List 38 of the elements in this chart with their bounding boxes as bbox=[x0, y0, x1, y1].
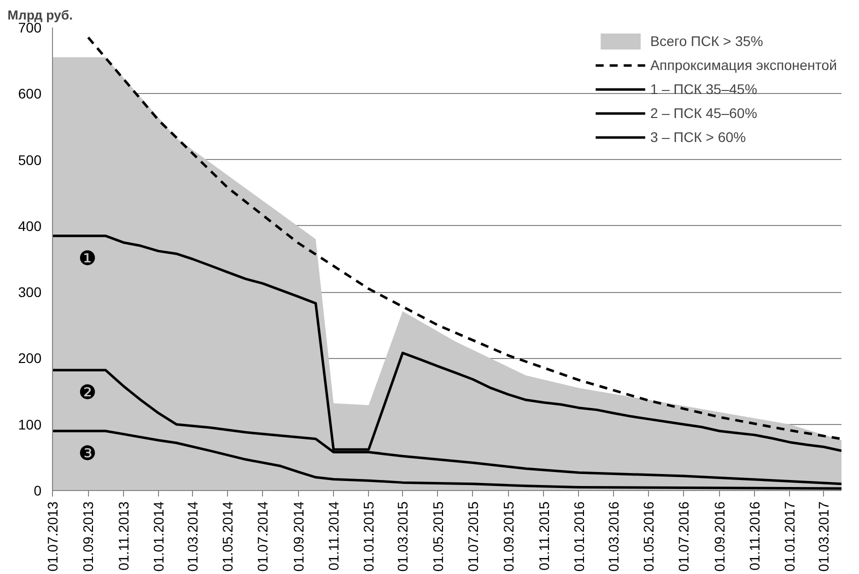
annotation: ❶ bbox=[78, 246, 96, 270]
x-tick-label: 01.01.2016 bbox=[570, 501, 587, 572]
x-tick-label: 01.07.2013 bbox=[44, 501, 60, 572]
x-tick-label: 01.01.2017 bbox=[782, 501, 798, 572]
x-tick-label: 01.11.2014 bbox=[326, 501, 342, 571]
y-tick-label: 400 bbox=[18, 218, 42, 234]
y-tick-label: 300 bbox=[18, 284, 42, 300]
legend-label: Всего ПСК > 35% bbox=[650, 33, 764, 49]
x-tick-label: 01.03.2014 bbox=[184, 501, 200, 572]
x-tick-label: 01.03.2017 bbox=[816, 501, 832, 572]
x-tick-label: 01.05.2015 bbox=[430, 501, 446, 572]
legend-label: Аппроксимация экспонентой bbox=[650, 57, 837, 73]
x-tick-label: 01.11.2016 bbox=[746, 501, 763, 571]
x-tick-label: 01.03.2016 bbox=[605, 501, 622, 572]
x-tick-label: 01.01.2015 bbox=[360, 501, 377, 572]
x-tick-label: 01.11.2015 bbox=[536, 501, 552, 571]
legend-label: 3 – ПСК > 60% bbox=[650, 129, 746, 145]
annotation: ❷ bbox=[78, 380, 96, 404]
y-tick-label: 600 bbox=[18, 86, 42, 102]
y-tick-label: 500 bbox=[18, 152, 42, 168]
x-tick-label: 01.09.2014 bbox=[290, 501, 306, 572]
x-tick-label: 01.11.2013 bbox=[115, 501, 132, 571]
x-tick-label: 01.07.2015 bbox=[464, 501, 481, 572]
x-tick-label: 01.09.2013 bbox=[80, 501, 96, 572]
x-tick-label: 01.09.2015 bbox=[500, 501, 517, 572]
x-tick-label: 01.07.2016 bbox=[676, 501, 692, 572]
y-tick-label: 0 bbox=[34, 482, 42, 498]
x-tick-label: 01.05.2016 bbox=[640, 501, 657, 572]
x-tick-label: 01.05.2014 bbox=[220, 501, 236, 572]
y-tick-label: 100 bbox=[18, 416, 42, 432]
x-tick-label: 01.01.2014 bbox=[150, 501, 166, 572]
x-tick-label: 01.03.2015 bbox=[394, 501, 411, 572]
y-tick-label: 200 bbox=[18, 350, 42, 366]
x-tick-label: 01.09.2016 bbox=[711, 501, 728, 572]
legend-label: 1 – ПСК 35–45% bbox=[650, 81, 758, 97]
annotation: ❸ bbox=[78, 440, 96, 465]
legend-label: 2 – ПСК 45–60% bbox=[650, 105, 758, 121]
x-tick-label: 01.07.2014 bbox=[254, 501, 271, 572]
